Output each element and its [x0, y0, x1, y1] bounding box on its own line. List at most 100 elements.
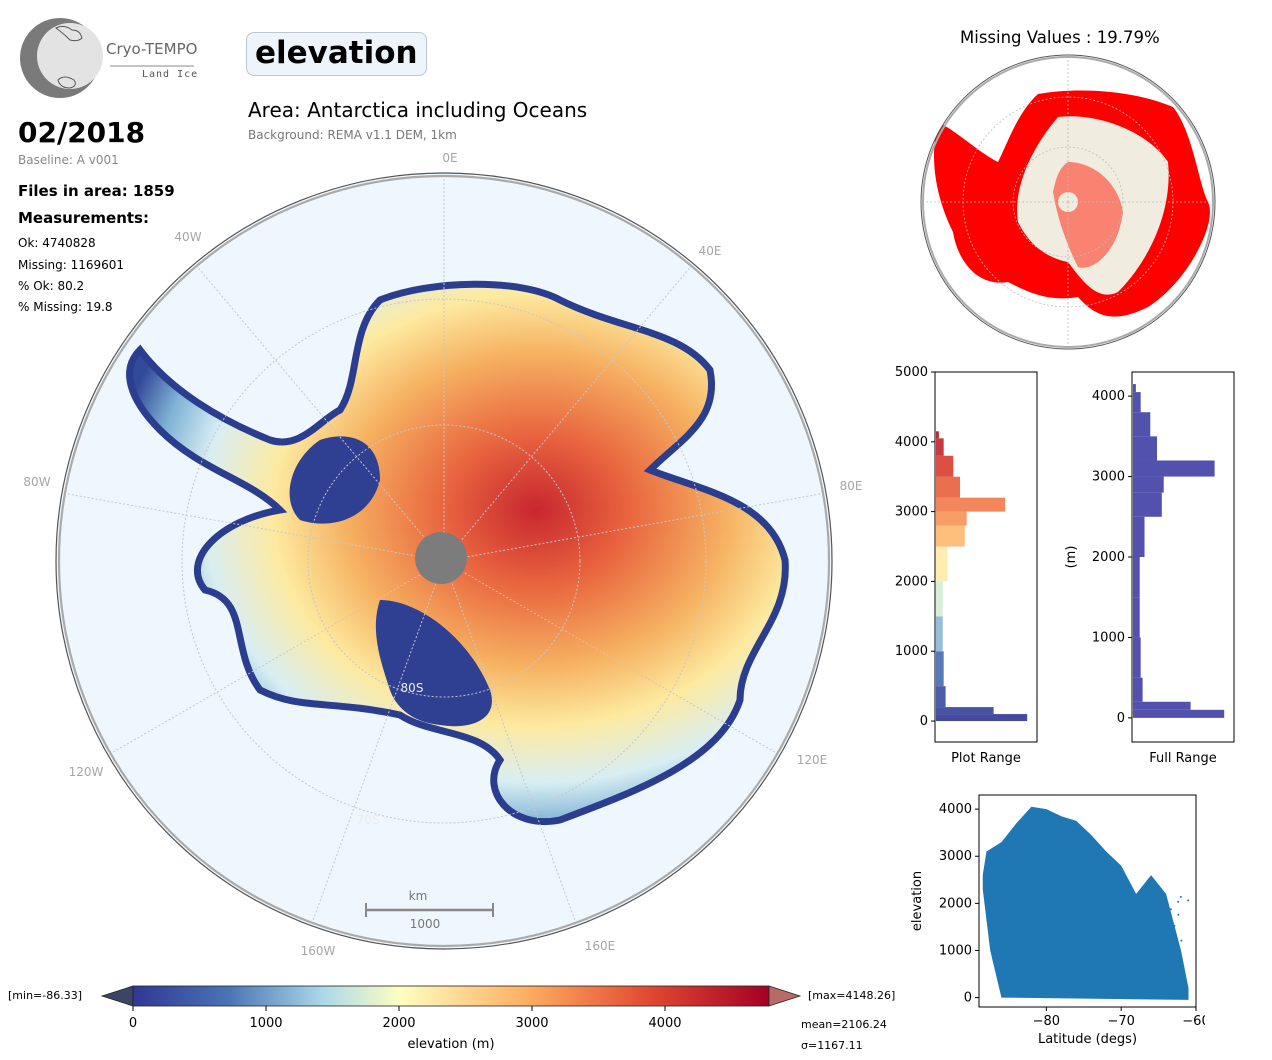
- parameter-title: elevation: [246, 32, 427, 76]
- histogram-bar: [936, 686, 946, 707]
- lon-label: 40W: [174, 230, 201, 244]
- scatter-point: [1148, 940, 1150, 942]
- logo-moon-light-icon: [37, 23, 103, 89]
- scatter-point: [1177, 914, 1179, 916]
- histogram-bar: [936, 526, 965, 547]
- histogram-bar: [1133, 392, 1141, 412]
- histogram-bar: [936, 438, 944, 455]
- scatter-points-region: [983, 807, 1189, 1000]
- histogram-bar: [1133, 477, 1164, 493]
- y-tick-label: 2000: [1092, 550, 1125, 565]
- y-tick-label: 2000: [895, 574, 928, 589]
- lat-label: 70S: [357, 813, 380, 827]
- lat-label: 80S: [401, 681, 424, 695]
- histogram-bar: [936, 581, 943, 616]
- y-axis-label: (m): [1064, 546, 1079, 569]
- scatter-point: [1156, 926, 1158, 928]
- cryo-tempo-logo: [18, 16, 198, 100]
- scatter-point: [1180, 896, 1182, 898]
- scalebar-value: 1000: [410, 917, 441, 931]
- histogram-bar: [1133, 493, 1162, 517]
- scatter-point: [1170, 953, 1172, 955]
- scatter-point: [1187, 899, 1189, 901]
- histogram-bar: [936, 547, 948, 582]
- lon-label: 120E: [797, 753, 828, 767]
- scatter-point: [1144, 913, 1146, 915]
- missing-values-map: [918, 52, 1218, 352]
- scatter-point: [1158, 956, 1160, 958]
- lon-label: 120W: [69, 765, 104, 779]
- histogram-bar: [936, 707, 994, 714]
- scatter-point: [1170, 908, 1172, 910]
- colorbar-max-label: [max=4148.26]: [808, 989, 895, 1002]
- logo-name: Cryo-TEMPO: [106, 40, 197, 58]
- scatter-point: [1179, 958, 1181, 960]
- scatter-point: [1165, 934, 1167, 936]
- y-axis-label: elevation: [910, 871, 925, 931]
- y-tick-label: 0: [920, 714, 928, 729]
- lon-label: 80W: [23, 475, 50, 489]
- colorbar-tick: 0: [129, 1016, 137, 1031]
- y-tick-label: 3000: [895, 505, 928, 520]
- y-tick-label: 3000: [939, 849, 972, 864]
- scalebar-unit: km: [409, 889, 428, 903]
- histogram-bar: [936, 498, 1005, 512]
- histogram-bar: [936, 616, 943, 651]
- colorbar: [min=-86.33] [max=4148.26] 0 1000 2000 3…: [0, 975, 1272, 1060]
- scatter-point: [1153, 902, 1155, 904]
- lon-label: 80E: [840, 479, 863, 493]
- histogram-bar: [936, 431, 939, 438]
- colorbar-sigma: σ=1167.11: [801, 1039, 863, 1052]
- histogram-bar: [936, 477, 960, 498]
- histogram-bar: [1133, 517, 1145, 557]
- scatter-point: [1177, 901, 1179, 903]
- colorbar-tick: 3000: [515, 1016, 548, 1031]
- scatter-point: [1173, 925, 1175, 927]
- scatter-point: [1169, 962, 1171, 964]
- histogram-bar: [936, 714, 1027, 721]
- y-tick-label: 1000: [895, 644, 928, 659]
- histogram-bar: [936, 456, 953, 477]
- histogram-bar: [1133, 710, 1224, 718]
- y-tick-label: 3000: [1092, 470, 1125, 485]
- axes-frame: [935, 372, 1037, 742]
- colorbar-tick: 2000: [382, 1016, 415, 1031]
- scatter-point: [1153, 964, 1155, 966]
- missing-values-title: Missing Values : 19.79%: [960, 28, 1160, 47]
- y-tick-label: 4000: [939, 802, 972, 817]
- scatter-point: [1150, 946, 1152, 948]
- histogram-bar: [1133, 557, 1140, 597]
- scatter-point: [1150, 969, 1152, 971]
- histogram-bar: [1133, 597, 1140, 637]
- area-title: Area: Antarctica including Oceans: [248, 98, 587, 122]
- scatter-point: [1150, 936, 1152, 938]
- colorbar-mean: mean=2106.24: [801, 1018, 887, 1031]
- pole-hole: [415, 532, 467, 584]
- lon-label: 160W: [301, 944, 336, 958]
- histogram-bar: [1133, 637, 1141, 677]
- colorbar-min-label: [min=-86.33]: [8, 989, 82, 1002]
- colorbar-tick: 4000: [648, 1016, 681, 1031]
- scatter-point: [1149, 965, 1151, 967]
- x-axis-label: Plot Range: [951, 751, 1021, 766]
- histogram-bar: [1133, 436, 1157, 460]
- histogram-plot-range: 010002000300040005000Plot Range: [878, 360, 1048, 770]
- histogram-bar: [1133, 702, 1191, 710]
- y-tick-label: 1000: [1092, 630, 1125, 645]
- lon-label: 0E: [442, 151, 457, 165]
- colorbar-max-extend: [769, 986, 800, 1006]
- histogram-bar: [1133, 460, 1215, 476]
- scatter-point: [1174, 960, 1176, 962]
- scatter-point: [1154, 898, 1156, 900]
- histogram-bar: [1133, 678, 1143, 702]
- lon-label: 160E: [585, 939, 616, 953]
- y-tick-label: 4000: [1092, 389, 1125, 404]
- scatter-point: [1180, 961, 1182, 963]
- histogram-full-range: 0 1000 2000 3000 4000 Full Range (m): [1055, 360, 1245, 770]
- colorbar-label: elevation (m): [407, 1037, 494, 1052]
- histogram-bar: [1133, 384, 1136, 392]
- histogram-bar: [936, 512, 967, 526]
- scatter-point: [1164, 943, 1166, 945]
- lon-label: 40E: [699, 244, 722, 258]
- main-polar-map: 0E 40E 80E 120E 160E 160W 120W 80W 40W 8…: [0, 140, 880, 970]
